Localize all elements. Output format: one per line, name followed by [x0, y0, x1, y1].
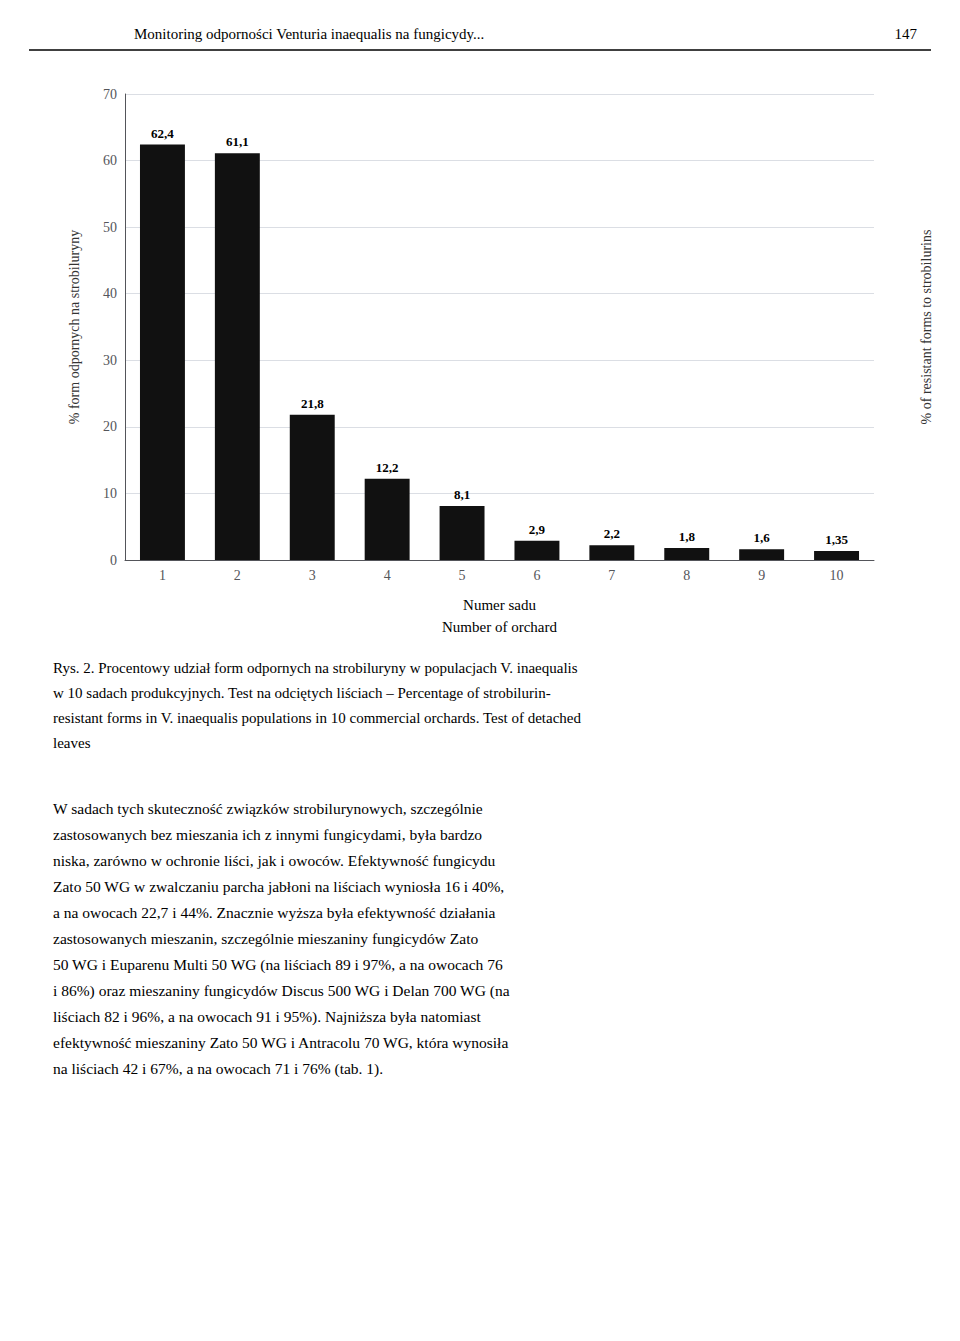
- svg-text:61,1: 61,1: [226, 134, 249, 149]
- svg-text:70: 70: [103, 87, 117, 102]
- svg-text:9: 9: [758, 568, 765, 583]
- svg-text:30: 30: [103, 353, 117, 368]
- svg-text:50: 50: [103, 220, 117, 235]
- svg-text:i 86%) oraz mieszaniny fungicy: i 86%) oraz mieszaniny fungicydów Discus…: [53, 982, 510, 1000]
- svg-text:10: 10: [103, 486, 117, 501]
- svg-text:leaves: leaves: [53, 735, 91, 751]
- svg-text:Zato 50 WG w zwalczaniu parcha: Zato 50 WG w zwalczaniu parcha jabłoni n…: [53, 878, 504, 895]
- svg-text:% form odpornych na strobilury: % form odpornych na strobiluryny: [67, 230, 82, 424]
- svg-text:w 10 sadach produkcyjnych. Tes: w 10 sadach produkcyjnych. Test na odcię…: [53, 685, 551, 701]
- svg-text:resistant forms in V. inaequal: resistant forms in V. inaequalis populat…: [53, 710, 581, 726]
- svg-text:Numer sadu: Numer sadu: [463, 597, 536, 613]
- svg-text:zastosowanych bez mieszania ic: zastosowanych bez mieszania ich z innymi…: [53, 826, 482, 843]
- svg-text:1,35: 1,35: [825, 532, 848, 547]
- svg-text:3: 3: [309, 568, 316, 583]
- svg-text:0: 0: [110, 553, 117, 568]
- svg-text:W sadach tych skuteczność zwią: W sadach tych skuteczność związków strob…: [53, 800, 483, 817]
- svg-text:10: 10: [830, 568, 844, 583]
- svg-text:62,4: 62,4: [151, 126, 174, 141]
- svg-text:12,2: 12,2: [376, 460, 399, 475]
- svg-text:liściach 82 i 96%, a na owocac: liściach 82 i 96%, a na owocach 91 i 95%…: [53, 1008, 482, 1026]
- svg-text:2,9: 2,9: [529, 522, 546, 537]
- svg-text:Number of orchard: Number of orchard: [442, 619, 557, 635]
- svg-text:niska, zarówno w ochronie liśc: niska, zarówno w ochronie liści, jak i o…: [53, 852, 496, 869]
- svg-text:1,8: 1,8: [679, 529, 696, 544]
- svg-text:% of resistant forms to strobi: % of resistant forms to strobilurins: [919, 230, 934, 425]
- svg-text:7: 7: [608, 568, 615, 583]
- svg-text:20: 20: [103, 419, 117, 434]
- svg-text:Rys. 2. Procentowy udział form: Rys. 2. Procentowy udział form odpornych…: [53, 660, 578, 676]
- svg-text:60: 60: [103, 153, 117, 168]
- svg-text:2,2: 2,2: [604, 526, 620, 541]
- svg-text:Monitoring odporności Venturia: Monitoring odporności Venturia inaequali…: [134, 26, 484, 42]
- svg-text:147: 147: [895, 26, 918, 42]
- svg-text:na liściach 42 i 67%, a na owo: na liściach 42 i 67%, a na owocach 71 i …: [53, 1060, 383, 1078]
- svg-text:40: 40: [103, 286, 117, 301]
- svg-text:8: 8: [683, 568, 690, 583]
- svg-text:21,8: 21,8: [301, 396, 324, 411]
- svg-text:1,6: 1,6: [754, 530, 771, 545]
- svg-text:6: 6: [533, 568, 540, 583]
- svg-text:efektywność mieszaniny Zato 50: efektywność mieszaniny Zato 50 WG i Antr…: [53, 1034, 508, 1051]
- svg-text:1: 1: [159, 568, 166, 583]
- svg-text:4: 4: [384, 568, 391, 583]
- svg-text:50 WG i Euparenu Multi 50 WG (: 50 WG i Euparenu Multi 50 WG (na liściac…: [53, 956, 503, 974]
- svg-text:2: 2: [234, 568, 241, 583]
- svg-text:zastosowanych mieszanin, szcze: zastosowanych mieszanin, szczególnie mie…: [53, 930, 479, 947]
- svg-text:8,1: 8,1: [454, 487, 470, 502]
- svg-text:5: 5: [459, 568, 466, 583]
- svg-text:a na owocach 22,7 i 44%. Znacz: a na owocach 22,7 i 44%. Znacznie wyższa…: [53, 904, 496, 921]
